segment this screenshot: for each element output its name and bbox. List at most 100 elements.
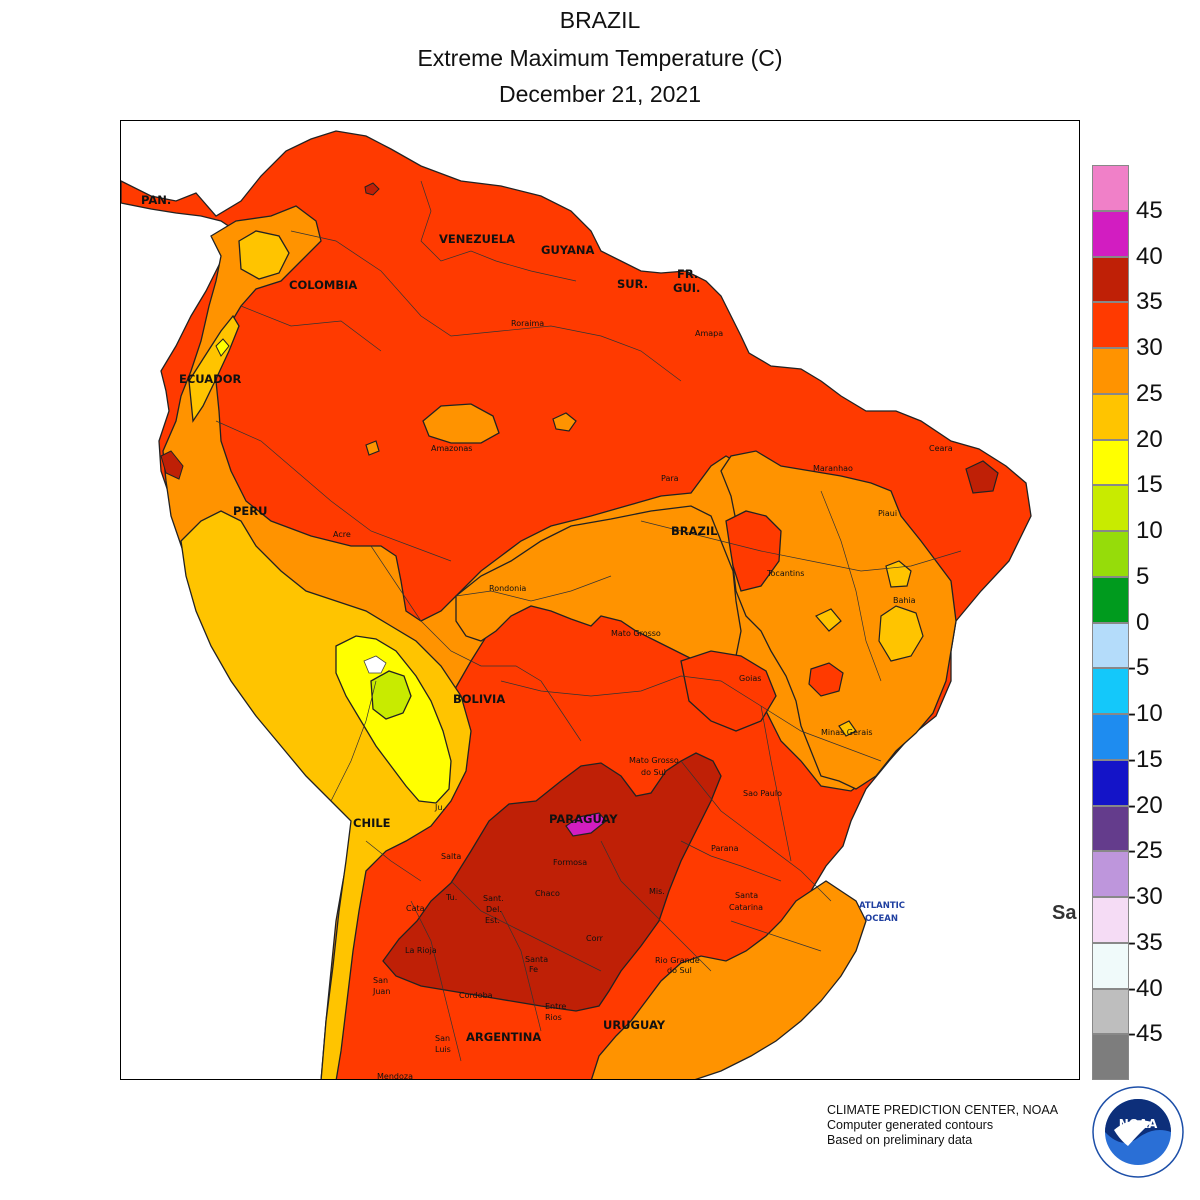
contour-30-35-tocantins	[725, 510, 782, 592]
label-salta: Salta	[441, 852, 461, 861]
region-labels: Roraima Amapa Amazonas Para Maranhao Cea…	[333, 319, 953, 1080]
legend-tick-label: 30	[1136, 334, 1163, 361]
legend-swatch	[1092, 348, 1129, 394]
legend-swatch	[1092, 302, 1129, 348]
label-sde-1: Sant.	[483, 894, 504, 903]
label-amapa: Amapa	[695, 329, 723, 338]
label-formosa: Formosa	[553, 858, 587, 867]
label-ceara: Ceara	[929, 444, 953, 453]
label-ms-1: Mato Grosso	[629, 756, 679, 765]
legend-tick-label: -40	[1128, 974, 1163, 1002]
label-sao-paulo: Sao Paulo	[743, 789, 782, 798]
label-amazonas: Amazonas	[431, 444, 472, 453]
label-san-luis-2: Luis	[435, 1045, 451, 1054]
temperature-map: PAN. VENEZUELA GUYANA SUR. FR. GUI. COLO…	[120, 120, 1080, 1080]
label-acre: Acre	[333, 530, 351, 539]
legend-swatch	[1092, 485, 1129, 531]
label-santa-fe-1: Santa	[525, 955, 548, 964]
legend-swatch	[1092, 393, 1129, 440]
label-parana: Parana	[711, 844, 739, 853]
label-suriname: SUR.	[617, 277, 648, 291]
label-corrientes: Corr	[586, 934, 604, 943]
contour-20-25-bahia-a	[885, 560, 912, 588]
legend-swatch	[1092, 668, 1129, 714]
contour-20-25-bahia-d	[838, 720, 857, 737]
label-misiones: Mis.	[649, 887, 665, 896]
label-peru: PERU	[233, 504, 267, 518]
label-santa-2: Catarina	[729, 903, 763, 912]
legend-tick-label: -45	[1128, 1020, 1163, 1048]
map-canvas: PAN. VENEZUELA GUYANA SUR. FR. GUI. COLO…	[121, 121, 1079, 1080]
map-title: BRAZIL	[559, 7, 641, 33]
label-sde-3: Est.	[485, 916, 500, 925]
credits-block: CLIMATE PREDICTION CENTER, NOAA Computer…	[827, 1103, 1058, 1148]
label-minas-gerais: Minas Gerais	[821, 728, 873, 737]
label-uruguay: URUGUAY	[603, 1018, 666, 1032]
political-boundaries	[215, 180, 962, 1062]
lake-titicaca	[363, 655, 387, 674]
label-colombia: COLOMBIA	[289, 278, 357, 292]
noaa-logo-text: NOAA	[1119, 1117, 1158, 1131]
legend-swatch	[1092, 897, 1129, 943]
legend-tick-label: -15	[1128, 745, 1163, 773]
contour-20-25-andes	[180, 510, 472, 1079]
legend-swatch	[1092, 165, 1129, 211]
contour-15-20-altiplano	[335, 635, 452, 804]
legend-swatch	[1092, 1034, 1129, 1080]
legend-swatch	[1092, 576, 1129, 623]
contour-20-25-colombia	[238, 230, 290, 280]
label-sde-2: Del.	[486, 905, 502, 914]
label-maranhao: Maranhao	[813, 464, 853, 473]
label-para: Para	[661, 474, 679, 483]
credit-line-3: Based on preliminary data	[827, 1133, 973, 1147]
label-brazil: BRAZIL	[671, 524, 718, 538]
label-chile: CHILE	[353, 816, 391, 830]
contour-35-40-venezuela	[364, 182, 380, 196]
label-catamarca: Cata	[406, 904, 425, 913]
legend-swatch	[1092, 851, 1129, 897]
label-santa-fe-2: Fe	[529, 965, 538, 974]
contour-35-40-chaco	[382, 752, 722, 1012]
label-guyana: GUYANA	[541, 243, 595, 257]
contour-25-30-south	[590, 880, 867, 1079]
legend-tick-label: -20	[1128, 791, 1163, 819]
label-rgs-1: Rio Grande	[655, 956, 700, 965]
contour-35-40-ceara	[965, 460, 999, 494]
label-panama: PAN.	[141, 193, 171, 207]
legend-swatch	[1092, 531, 1129, 577]
label-la-rioja: La Rioja	[405, 946, 437, 955]
country-labels: PAN. VENEZUELA GUYANA SUR. FR. GUI. COLO…	[141, 193, 718, 1044]
label-santa-1: Santa	[735, 891, 758, 900]
legend-swatch	[1092, 714, 1129, 760]
legend-tick-label: 5	[1136, 562, 1150, 590]
credit-line-2: Computer generated contours	[827, 1118, 994, 1132]
legend-swatch	[1092, 439, 1129, 486]
contour-20-25-ecuador	[188, 314, 240, 423]
label-entre-rios-2: Rios	[545, 1013, 562, 1022]
label-cordoba: Cordoba	[459, 991, 493, 1000]
legend-swatch	[1092, 256, 1129, 303]
legend-tick-label: 0	[1136, 608, 1150, 636]
label-ms-2: do Sul	[641, 768, 666, 777]
legend-tick-label: 35	[1136, 288, 1163, 316]
contour-25-30-blob-a	[552, 412, 577, 432]
contour-20-25-bahia-b	[878, 605, 924, 662]
legend-swatch	[1092, 988, 1129, 1035]
label-jujuy: Ju.	[434, 803, 445, 812]
label-piaui: Piaui	[878, 509, 897, 518]
legend-swatch	[1092, 759, 1129, 806]
label-rondonia: Rondonia	[489, 584, 526, 593]
label-venezuela: VENEZUELA	[439, 232, 515, 246]
legend-tick-label: 20	[1136, 425, 1163, 453]
contour-30-35-minas	[808, 662, 844, 697]
label-rgs-2: do Sul	[667, 966, 692, 975]
legend-swatch	[1092, 210, 1129, 257]
legend-tick-label: -25	[1128, 837, 1163, 865]
contour-15-20-ecuador	[215, 338, 230, 357]
label-roraima: Roraima	[511, 319, 544, 328]
label-mendoza: Mendoza	[377, 1072, 413, 1080]
legend-tick-label: -35	[1128, 928, 1163, 956]
legend-tick-label: 40	[1136, 242, 1163, 270]
label-san-juan-1: San	[373, 976, 388, 985]
contour-20-25-bahia-c	[815, 608, 842, 632]
